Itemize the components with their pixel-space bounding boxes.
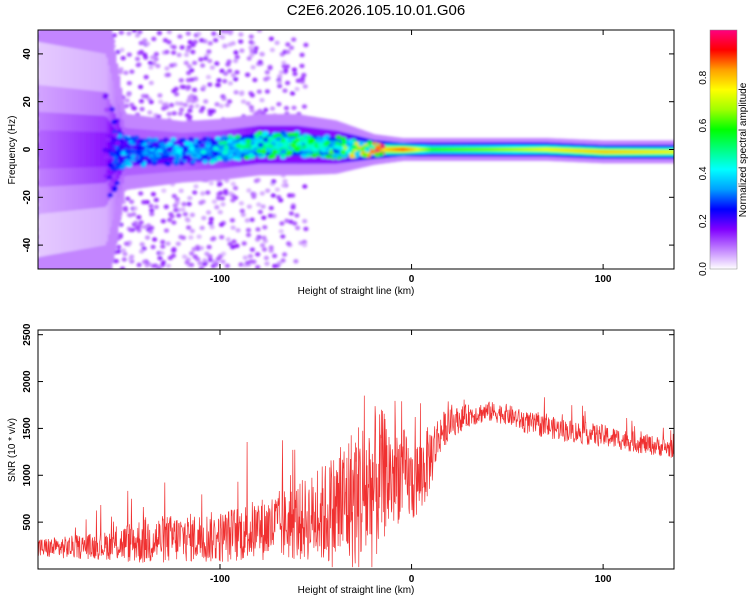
spectrogram-y-axis: -40 -20 0 20 40	[22, 48, 674, 252]
colorbar-tick-label: 0.2	[698, 214, 709, 228]
spectrogram-x-tick-label: 0	[409, 274, 415, 285]
snr-y-label: SNR (10 * v/v)	[7, 418, 18, 482]
colorbar-gradient	[710, 30, 737, 269]
spectrogram-y-tick-label: 20	[22, 96, 33, 108]
colorbar: 0.0 0.2 0.4 0.6 0.8 Normalized spectral ampl…	[698, 29, 749, 276]
colorbar-tick-label: 0.6	[698, 118, 709, 132]
spectrogram-y-label: Frequency (Hz)	[7, 116, 18, 185]
spectrogram-x-axis: -100 0 100	[210, 30, 612, 285]
colorbar-label: Normalized spectral amplitude	[738, 82, 749, 217]
snr-panel: -100 0 100 500 1000 1500 2000 2500 Height of s…	[7, 323, 675, 596]
snr-x-tick-label: -100	[210, 574, 230, 585]
spectrogram-y-tick-label: 0	[22, 146, 33, 152]
spectrogram-x-tick-label: -100	[210, 274, 230, 285]
spectrogram-y-tick-label: -40	[22, 237, 33, 252]
snr-x-tick-label: 100	[595, 574, 612, 585]
colorbar-tick-label: 0.8	[698, 70, 709, 84]
snr-frame	[37, 329, 675, 570]
snr-y-tick-label: 500	[22, 513, 33, 530]
snr-y-axis: 500 1000 1500 2000 2500	[22, 323, 674, 530]
spectrogram-y-tick-label: -20	[22, 190, 33, 205]
snr-y-tick-label: 1000	[22, 464, 33, 487]
colorbar-ticks: 0.0 0.2 0.4 0.6 0.8	[698, 29, 738, 276]
snr-x-axis: -100 0 100	[210, 330, 612, 585]
spectrogram-x-tick-label: 100	[595, 274, 612, 285]
spectrogram-y-tick-label: 40	[22, 48, 33, 60]
snr-x-label: Height of straight line (km)	[298, 585, 415, 596]
spectrogram-x-label: Height of straight line (km)	[298, 286, 415, 297]
chart-title: C2E6.2026.105.10.01.G06	[287, 2, 465, 19]
colorbar-tick-label: 0.4	[698, 166, 709, 180]
snr-y-tick-label: 2500	[22, 323, 33, 346]
snr-series-line	[38, 395, 674, 568]
spectrogram-heatmap	[38, 30, 674, 269]
snr-y-tick-label: 2000	[22, 370, 33, 393]
snr-x-tick-label: 0	[409, 574, 415, 585]
spectrogram-panel: -100 0 100 -40 -20 0 20 40 Height of straight …	[7, 29, 675, 297]
snr-y-tick-label: 1500	[22, 417, 33, 440]
colorbar-tick-label: 0.0	[698, 262, 709, 276]
